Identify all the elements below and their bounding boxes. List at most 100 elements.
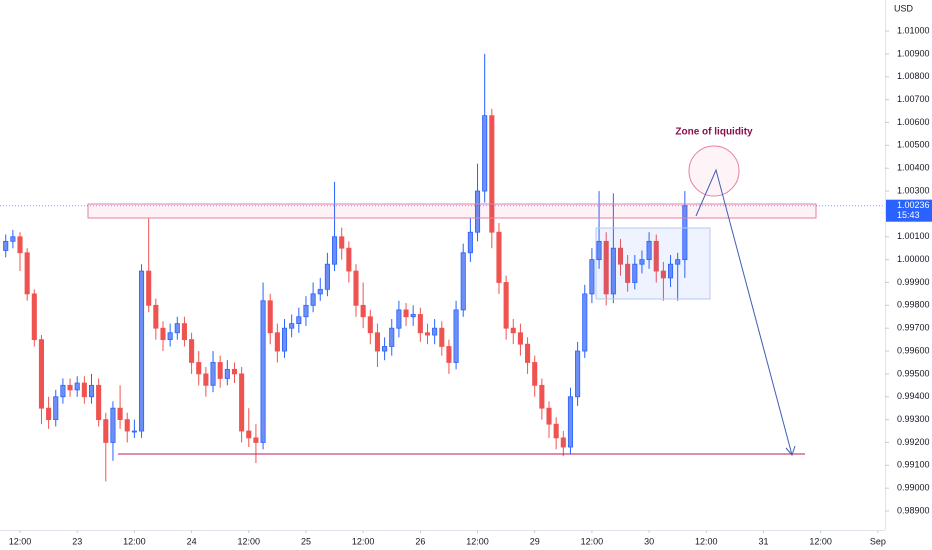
- candle-body: [96, 384, 102, 421]
- candle-body: [510, 327, 516, 334]
- candle-body: [632, 263, 638, 283]
- candle-body: [31, 293, 37, 341]
- candle-body: [353, 270, 359, 306]
- candle-body: [660, 270, 666, 279]
- candle-body: [667, 263, 674, 279]
- candle-body: [546, 407, 552, 425]
- candle-body: [332, 236, 338, 265]
- liquidity-circle: [688, 145, 740, 197]
- x-tick-label: 23: [72, 536, 82, 546]
- candle-body: [17, 236, 23, 254]
- candle-body: [646, 240, 652, 261]
- candle-body: [303, 304, 309, 318]
- candle-body: [567, 396, 574, 448]
- annotation: Zone of liquidity: [675, 127, 753, 138]
- y-tick-label: 0.99500: [897, 368, 930, 378]
- y-tick-label: 0.99300: [897, 414, 930, 424]
- candle-body: [503, 282, 509, 329]
- candle-body: [439, 327, 445, 347]
- y-tick-label: 1.00500: [897, 140, 930, 150]
- candle-body: [525, 343, 531, 363]
- y-tick-label: 0.99200: [897, 437, 930, 447]
- x-tick-label: 12:00: [238, 536, 261, 546]
- y-tick-label: 1.00300: [897, 185, 930, 195]
- candle-body: [460, 252, 466, 311]
- candle-body: [224, 368, 230, 379]
- candle-body: [403, 309, 409, 318]
- candle-body: [467, 231, 473, 254]
- candle-body: [46, 407, 52, 421]
- y-tick-label: 0.99900: [897, 277, 930, 287]
- candle-body: [389, 327, 395, 347]
- candle-body: [603, 240, 609, 295]
- candle-body: [317, 288, 323, 295]
- candle-body: [3, 240, 9, 251]
- candle-body: [181, 323, 187, 341]
- candle-body: [38, 339, 45, 409]
- candle-body: [138, 270, 145, 432]
- x-tick-label: 12:00: [466, 536, 489, 546]
- candle-body: [24, 252, 30, 295]
- x-tick-label: 25: [301, 536, 311, 546]
- y-tick-label: 0.99000: [897, 483, 930, 493]
- last-price-box: [886, 199, 932, 222]
- x-tick-label: 24: [187, 536, 197, 546]
- candle-body: [81, 382, 87, 398]
- y-tick-label: 1.00000: [897, 254, 930, 264]
- currency-label: USD: [894, 3, 914, 13]
- candle-body: [131, 430, 137, 433]
- x-tick-label: 12:00: [123, 536, 146, 546]
- projection-arrow: [695, 168, 793, 456]
- candle-body: [575, 350, 581, 398]
- candle-body: [324, 263, 330, 290]
- candle-body: [124, 419, 130, 432]
- consolidation-box: [595, 227, 711, 300]
- candle-body: [67, 384, 73, 391]
- y-tick-label: 1.00600: [897, 117, 930, 127]
- candle-body: [60, 384, 66, 398]
- candle-body: [117, 407, 123, 421]
- y-tick-label: 1.01000: [897, 25, 930, 35]
- x-tick-label: 30: [644, 536, 654, 546]
- y-tick-label: 1.00800: [897, 71, 930, 81]
- x-tick-label: 12:00: [695, 536, 718, 546]
- y-tick-label: 1.00900: [897, 48, 930, 58]
- candle-body: [367, 316, 373, 334]
- candle-body: [582, 293, 588, 352]
- candle-body: [174, 323, 180, 334]
- candle-body: [424, 332, 431, 336]
- candle-body: [432, 327, 438, 336]
- candle-body: [196, 362, 202, 375]
- countdown: 15:43: [897, 210, 920, 220]
- x-tick-label: 31: [758, 536, 768, 546]
- candle-body: [53, 396, 59, 421]
- candle-body: [88, 384, 95, 398]
- candle-body: [153, 304, 159, 329]
- candle-body: [417, 314, 423, 334]
- candle-body: [231, 368, 238, 375]
- candle-body: [160, 327, 166, 341]
- candle-body: [146, 270, 152, 306]
- y-tick-label: 1.00400: [897, 163, 930, 173]
- candle-body: [189, 339, 195, 363]
- candle-body: [625, 263, 631, 283]
- x-tick-label: 12:00: [9, 536, 32, 546]
- y-tick-label: 1.00100: [897, 231, 930, 241]
- candle-body: [610, 247, 616, 295]
- candle-body: [553, 423, 559, 439]
- candle-body: [260, 300, 266, 443]
- x-tick-label: 12:00: [581, 536, 604, 546]
- candle-body: [281, 327, 288, 352]
- x-tick-label: 12:00: [352, 536, 375, 546]
- candle-body: [360, 304, 366, 318]
- y-tick-label: 0.99400: [897, 391, 930, 401]
- candle-body: [560, 437, 566, 448]
- candle-body: [639, 259, 645, 265]
- y-tick-label: 0.99700: [897, 323, 930, 333]
- resistance-zone: [87, 203, 817, 219]
- candle-body: [246, 430, 252, 439]
- candle-body: [446, 346, 452, 363]
- y-tick-label: 0.99600: [897, 345, 930, 355]
